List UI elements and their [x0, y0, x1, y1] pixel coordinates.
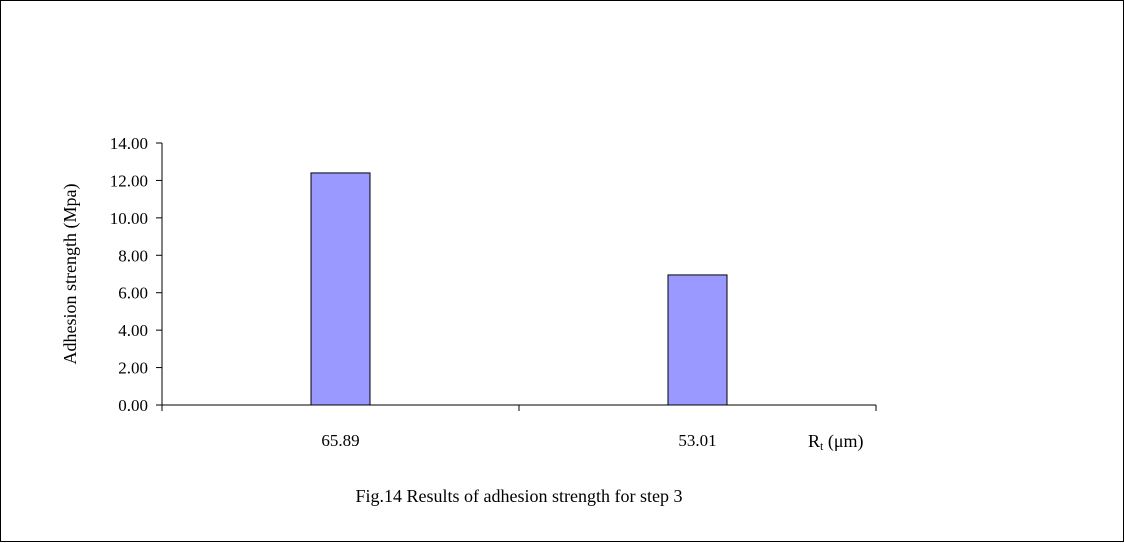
bar-65-89: [310, 172, 371, 406]
bars: [310, 172, 728, 406]
x-tick-labels: 65.89 53.01: [321, 431, 716, 450]
y-tick-label: 6.00: [118, 284, 148, 303]
axes: [156, 142, 877, 411]
y-tick-label: 14.00: [110, 134, 148, 153]
y-tick-label: 2.00: [118, 359, 148, 378]
figure-caption: Fig.14 Results of adhesion strength for …: [356, 486, 683, 506]
x-axis-title-unit: (μm): [823, 431, 863, 452]
y-tick-label: 4.00: [118, 321, 148, 340]
y-tick-label: 8.00: [118, 246, 148, 265]
y-tick-label: 10.00: [110, 209, 148, 228]
y-tick-labels: 0.00 2.00 4.00 6.00 8.00 10.00 12.00 14.00: [110, 134, 148, 415]
y-tick-label: 0.00: [118, 396, 148, 415]
y-axis-title: Adhesion strength (Mpa): [60, 184, 81, 365]
x-axis-title: Rt (μm): [808, 431, 864, 453]
bar-53-01: [667, 274, 728, 406]
x-tick-label: 53.01: [678, 431, 716, 450]
x-tick-label: 65.89: [321, 431, 359, 450]
y-tick-label: 12.00: [110, 171, 148, 190]
x-axis-title-subscript: t: [820, 439, 824, 453]
x-axis-title-main: R: [808, 431, 820, 451]
